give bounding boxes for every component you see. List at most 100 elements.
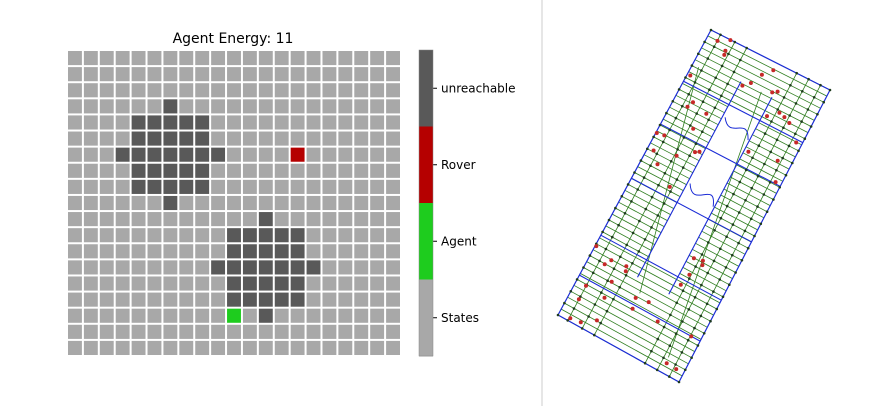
grid-cell-states xyxy=(179,83,194,98)
grid-cell-states xyxy=(83,179,98,194)
grid-cell-states xyxy=(115,260,130,275)
grid-cell-states xyxy=(258,195,273,211)
network-node xyxy=(650,195,654,199)
colorbar-segment xyxy=(419,126,433,204)
network-edge xyxy=(643,154,690,180)
grid-cell-unreachable xyxy=(211,260,226,275)
grid-cell-states xyxy=(338,115,353,130)
grid-cell-unreachable xyxy=(147,115,162,130)
grid-cell-states xyxy=(242,340,257,355)
network-node xyxy=(694,265,697,268)
network-node xyxy=(677,88,681,91)
grid-cell-states xyxy=(131,99,146,114)
grid-cell-states xyxy=(83,67,98,82)
network-node-red xyxy=(602,262,607,267)
network-node xyxy=(563,301,566,305)
grid-cell-states xyxy=(83,308,98,323)
grid-cell-states xyxy=(386,308,400,323)
grid-cell-states xyxy=(386,244,400,259)
grid-cell-states xyxy=(338,292,353,307)
grid-cell-states xyxy=(68,212,82,227)
grid-cell-states xyxy=(258,83,273,98)
grid-cell-states xyxy=(338,131,353,146)
grid-cell-states xyxy=(322,115,337,130)
grid-cell-states xyxy=(99,99,114,114)
grid-cell-states xyxy=(115,340,130,355)
grid-cell-states xyxy=(131,51,146,66)
grid-cell-unreachable xyxy=(131,131,146,146)
grid-cell-states xyxy=(115,67,130,82)
grid-cell-states xyxy=(322,67,337,82)
grid-cell-states xyxy=(258,179,273,194)
network-node xyxy=(706,271,709,275)
network-node xyxy=(706,57,710,60)
grid-cell-states xyxy=(386,212,400,227)
network-node-red xyxy=(700,258,705,263)
network-node xyxy=(812,96,816,99)
network-node xyxy=(688,277,691,280)
grid-cell-states xyxy=(115,195,130,211)
network-node xyxy=(789,84,792,87)
network-node xyxy=(611,235,614,239)
grid-cell-states xyxy=(322,308,337,323)
grid-cell-states xyxy=(83,99,98,114)
grid-cell-states xyxy=(386,131,400,146)
network-node xyxy=(697,52,700,56)
grid-cell-unreachable xyxy=(242,244,257,259)
network-edge xyxy=(570,290,692,359)
network-node xyxy=(727,52,730,56)
grid-cell-states xyxy=(386,292,400,307)
network-node xyxy=(762,193,766,196)
network-node xyxy=(719,216,723,220)
network-node-red xyxy=(759,72,764,77)
grid-cell-states xyxy=(163,292,178,307)
grid-cell-states xyxy=(322,147,337,162)
network-node xyxy=(718,278,721,281)
network-node xyxy=(809,125,813,128)
network-node xyxy=(701,100,705,103)
grid-cell-states xyxy=(195,195,210,211)
grid-cell-states xyxy=(83,115,98,130)
grid-cell-states xyxy=(386,260,400,275)
network-edge xyxy=(618,201,665,227)
grid-cell-states xyxy=(290,67,305,82)
network-node xyxy=(702,332,706,335)
network-node xyxy=(732,192,735,196)
network-edge xyxy=(634,172,681,197)
network-edge xyxy=(701,47,821,109)
network-node xyxy=(604,247,608,251)
grid-cell-states xyxy=(211,67,226,82)
network-node xyxy=(684,368,687,372)
grid-cell-unreachable xyxy=(195,131,210,146)
network-node xyxy=(707,118,710,122)
grid-cell-unreachable xyxy=(290,244,305,259)
network-node xyxy=(580,327,584,330)
network-node xyxy=(681,104,684,108)
grid-cell-states xyxy=(211,131,226,146)
grid-cell-states xyxy=(131,195,146,211)
network-node xyxy=(650,349,653,353)
grid-cell-states xyxy=(227,179,241,194)
grid-cell-states xyxy=(147,67,162,82)
grid-cell-states xyxy=(115,115,130,130)
grid-cell-states xyxy=(274,51,289,66)
network-node xyxy=(725,204,729,208)
grid-cell-states xyxy=(354,163,369,178)
grid-cell-states xyxy=(99,195,114,211)
network-node xyxy=(806,108,810,111)
grid-cell-states xyxy=(386,276,400,291)
grid-cell-states xyxy=(83,276,98,291)
network-node xyxy=(749,217,753,221)
network-node xyxy=(681,289,685,293)
grid-cell-states xyxy=(227,195,241,211)
grid-cell-states xyxy=(306,131,321,146)
grid-cell-states xyxy=(99,51,114,66)
grid-cell-states xyxy=(83,163,98,178)
grid-cell-states xyxy=(274,147,289,162)
network-node xyxy=(687,93,690,96)
grid-cell-states xyxy=(99,308,114,323)
grid-cell-unreachable xyxy=(163,131,178,146)
network-node xyxy=(695,112,698,115)
network-node xyxy=(643,238,647,241)
grid-cell-unreachable xyxy=(131,147,146,162)
